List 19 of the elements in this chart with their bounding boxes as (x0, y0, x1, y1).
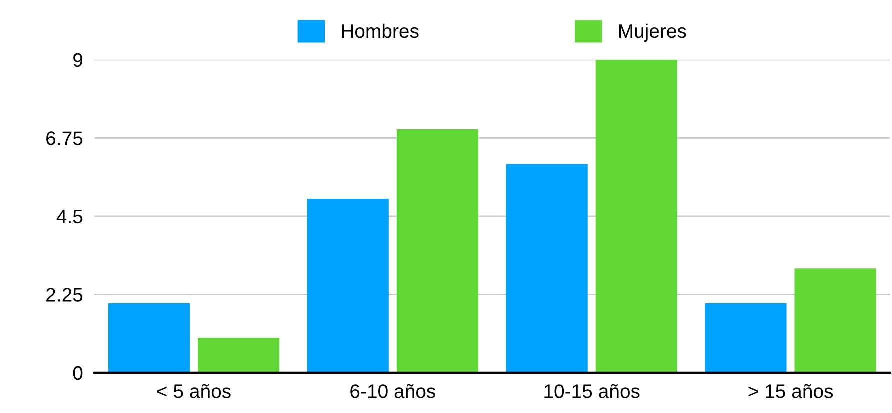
y-tick-label: 4.5 (56, 210, 83, 224)
x-tick-label: < 5 años (157, 384, 231, 398)
bar (396, 129, 478, 373)
legend-label: Hombres (342, 24, 419, 38)
x-tick-label: 6-10 años (350, 384, 436, 398)
bar (198, 338, 280, 373)
x-tick-label: > 15 años (748, 384, 834, 398)
y-tick-label: 0 (73, 366, 83, 380)
y-tick-label: 2.25 (46, 288, 83, 302)
y-tick-label: 9 (74, 53, 83, 68)
bar (596, 60, 678, 373)
bar (506, 164, 588, 373)
bar (108, 303, 190, 373)
bar (307, 199, 389, 373)
y-tick-label: 6.75 (46, 132, 83, 146)
legend-label: Mujeres (619, 24, 686, 42)
bar (705, 303, 787, 373)
x-tick-label: 10-15 años (544, 384, 640, 398)
bar (794, 268, 876, 373)
